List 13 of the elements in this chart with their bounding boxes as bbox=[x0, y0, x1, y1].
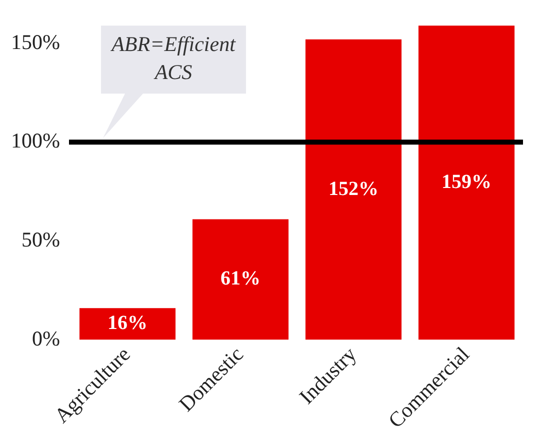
bar bbox=[305, 39, 402, 340]
y-tick-label: 100% bbox=[10, 128, 60, 153]
data-label: 16% bbox=[107, 312, 148, 334]
annotation: ABR=Efficient ACS bbox=[110, 32, 237, 84]
y-tick-label: 50% bbox=[21, 227, 60, 252]
data-label: 152% bbox=[328, 178, 378, 200]
y-tick-label: 150% bbox=[10, 30, 60, 54]
bar bbox=[79, 308, 176, 340]
bar bbox=[418, 26, 515, 340]
y-tick-label: 0% bbox=[32, 326, 60, 350]
data-label: 159% bbox=[442, 170, 492, 193]
bar bbox=[192, 219, 289, 340]
data-label: 61% bbox=[220, 268, 260, 290]
